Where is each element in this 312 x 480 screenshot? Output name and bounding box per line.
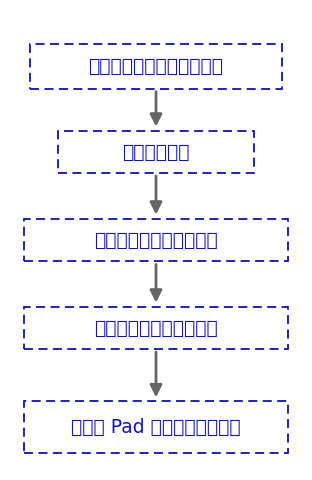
FancyBboxPatch shape [24, 307, 288, 349]
Text: 确定电源输入和负载端位置: 确定电源输入和负载端位置 [89, 57, 223, 76]
Text: 在电容 Pad 中间或者两侧打孔: 在电容 Pad 中间或者两侧打孔 [71, 418, 241, 437]
Text: 确定需要去耦的芯片引脚: 确定需要去耦的芯片引脚 [94, 230, 218, 250]
FancyBboxPatch shape [24, 218, 288, 262]
Text: 确定传输路径: 确定传输路径 [122, 143, 190, 161]
FancyBboxPatch shape [30, 44, 282, 89]
Text: 以回流路径理论放置电容: 以回流路径理论放置电容 [94, 319, 218, 337]
FancyBboxPatch shape [24, 401, 288, 453]
FancyBboxPatch shape [58, 131, 254, 173]
